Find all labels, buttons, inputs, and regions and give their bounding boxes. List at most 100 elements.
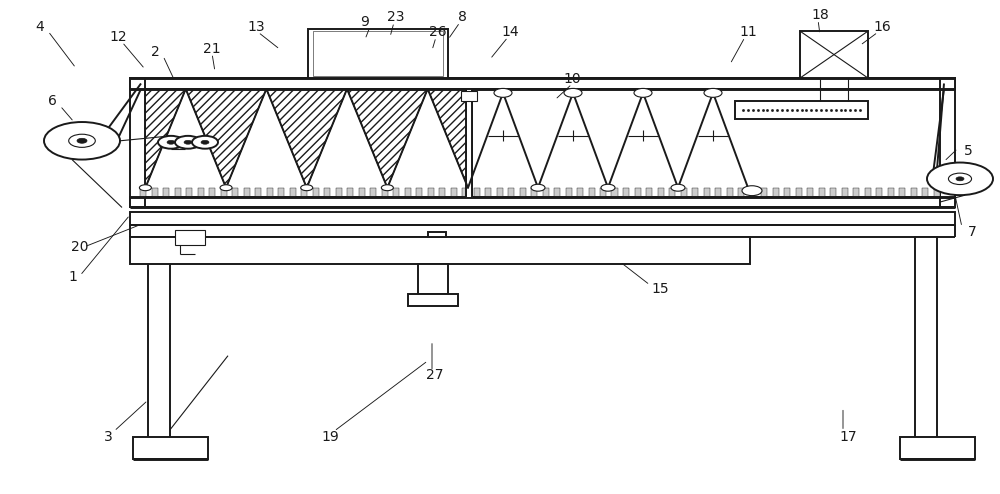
Circle shape [139,185,151,191]
Bar [485,188,491,197]
Text: 2: 2 [151,45,159,59]
Bar [611,188,618,197]
Bar [520,188,526,197]
Bar [370,188,376,197]
Text: 23: 23 [387,10,405,24]
Bar [209,188,215,197]
Circle shape [44,122,120,160]
Bar [130,212,955,225]
Bar [152,188,158,197]
Bar [600,188,606,197]
Text: 10: 10 [563,72,581,86]
Bar [404,188,411,197]
Text: 27: 27 [426,369,444,382]
Bar [934,188,940,197]
Bar [418,264,448,294]
Bar [922,188,928,197]
Circle shape [601,184,615,191]
Circle shape [192,136,218,149]
Circle shape [494,88,512,97]
Bar [244,188,250,197]
Text: 20: 20 [71,240,89,254]
Bar [830,188,836,197]
Circle shape [927,163,993,195]
Bar [910,188,917,197]
Bar [393,188,399,197]
Bar [692,188,698,197]
Text: 26: 26 [429,25,447,39]
Circle shape [69,134,95,147]
Text: 14: 14 [501,25,519,39]
Bar [554,188,560,197]
Text: 8: 8 [458,10,466,24]
Bar [133,437,208,459]
Circle shape [634,88,652,97]
Bar [290,188,296,197]
Bar [416,188,422,197]
Bar [800,31,868,78]
Bar [428,188,434,197]
Bar [588,188,595,197]
Text: 9: 9 [361,15,369,29]
Bar [359,188,365,197]
Bar [899,188,905,197]
Bar [232,188,238,197]
Bar [312,188,319,197]
Bar [715,188,721,197]
Bar [466,89,472,197]
Bar [148,237,170,445]
Bar [876,188,882,197]
Bar [198,188,204,197]
Text: 12: 12 [109,30,127,44]
Bar [738,188,744,197]
Text: 1: 1 [69,270,77,284]
Bar [175,188,181,197]
Bar [462,188,468,197]
Bar [175,230,205,245]
Text: 13: 13 [247,20,265,34]
Bar [301,188,307,197]
Bar [324,188,330,197]
Bar [635,188,641,197]
Circle shape [158,136,184,149]
Bar [496,188,503,197]
Text: 19: 19 [321,430,339,444]
Bar [186,188,192,197]
Bar [336,188,342,197]
Text: 7: 7 [968,225,976,239]
Bar [308,29,448,78]
Bar [646,188,652,197]
Bar [915,237,937,445]
Bar [461,91,477,101]
Text: 6: 6 [48,94,56,108]
Text: 11: 11 [739,25,757,39]
Circle shape [175,136,201,149]
Circle shape [671,184,685,191]
Bar [784,188,790,197]
Bar [669,188,675,197]
Circle shape [381,185,393,191]
Bar [130,197,955,207]
Circle shape [77,138,87,143]
Text: 4: 4 [36,20,44,34]
Circle shape [704,88,722,97]
Bar [807,188,813,197]
Circle shape [201,140,209,144]
Bar [900,437,975,459]
Bar [566,188,572,197]
Bar [428,232,446,237]
Text: 21: 21 [203,42,221,56]
Bar [853,188,859,197]
Bar [842,188,848,197]
Bar [408,294,458,306]
Bar [130,78,145,207]
Bar [347,188,353,197]
Circle shape [742,186,762,196]
Circle shape [564,88,582,97]
Circle shape [956,177,964,181]
Circle shape [184,140,192,144]
Bar [221,188,227,197]
Bar [266,188,273,197]
Circle shape [531,184,545,191]
Bar [940,78,955,207]
